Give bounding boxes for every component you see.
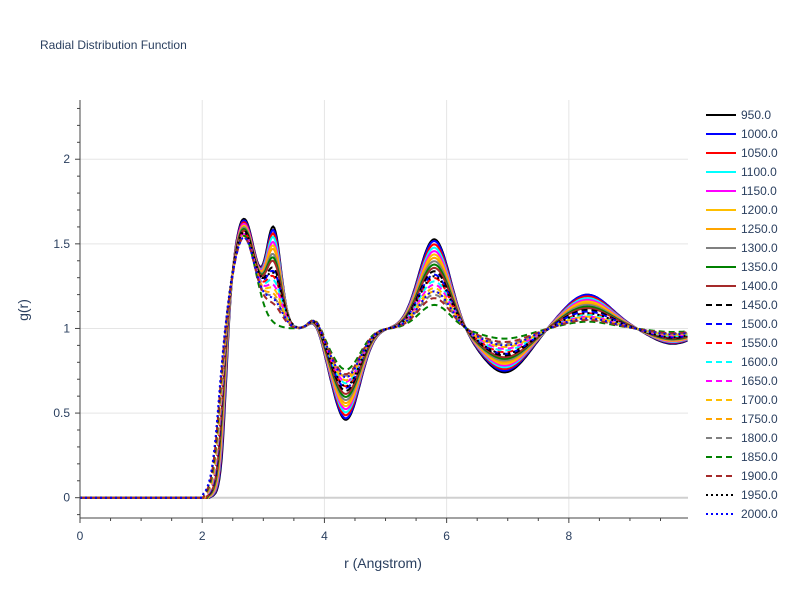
series-line-1900.0 [80,236,688,499]
series-line-1700.0 [80,234,688,499]
legend-label: 1450.0 [741,298,778,312]
series-line-2000.0 [80,236,688,499]
series-line-1100.0 [80,222,688,499]
legend-label: 1750.0 [741,412,778,426]
x-axis-title: r (Angstrom) [344,555,422,571]
chart-title: Radial Distribution Function [40,38,187,52]
legend-label: 1950.0 [741,488,778,502]
series-line-1450.0 [80,229,688,499]
legend-label: 1700.0 [741,393,778,407]
x-tick-label: 2 [199,529,206,543]
legend-label: 1800.0 [741,431,778,445]
legend: 950.0 1000.0 1050.0 1100.0 1150.0 1200.0 1250.… [706,108,778,521]
series-line-1350.0 [80,227,688,499]
legend-label: 1300.0 [741,241,778,255]
y-axis-title: g(r) [15,299,31,321]
y-tick-label: 2 [63,152,70,166]
series-line-1850.0 [80,234,688,499]
x-tick-label: 6 [443,529,450,543]
legend-label: 1000.0 [741,127,778,141]
legend-label: 1650.0 [741,374,778,388]
series-lines [80,217,688,499]
y-tick-label: 1 [63,321,70,335]
series-line-1300.0 [80,226,688,499]
legend-label: 1100.0 [741,165,777,179]
axes: 0 2 4 6 8 0 0.5 1 1.5 2 [53,100,688,543]
y-tick-label: 0 [63,491,70,505]
legend-label: 1200.0 [741,203,778,217]
series-line-1600.0 [80,232,688,499]
series-line-1200.0 [80,224,688,499]
series-line-1800.0 [80,236,688,499]
series-line-950.0 [80,217,688,499]
legend-label: 950.0 [741,108,771,122]
series-line-1950.0 [80,231,688,499]
series-line-1750.0 [80,234,688,499]
legend-label: 1550.0 [741,336,778,350]
legend-label: 1150.0 [741,184,777,198]
legend-label: 1050.0 [741,146,778,160]
series-line-1550.0 [80,231,688,499]
series-line-1400.0 [80,229,688,499]
legend-label: 1350.0 [741,260,778,274]
x-tick-label: 4 [321,529,328,543]
series-line-1050.0 [80,221,688,499]
y-tick-label: 0.5 [53,406,70,420]
series-line-1650.0 [80,232,688,499]
series-line-1500.0 [80,231,688,499]
legend-label: 1250.0 [741,222,778,236]
legend-label: 1850.0 [741,450,778,464]
series-line-1000.0 [80,219,688,499]
legend-label: 2000.0 [741,507,778,521]
x-tick-label: 8 [566,529,573,543]
series-line-1250.0 [80,226,688,499]
y-tick-label: 1.5 [53,237,70,251]
series-line-1150.0 [80,222,688,499]
legend-label: 1600.0 [741,355,778,369]
legend-label: 1900.0 [741,469,778,483]
legend-label: 1400.0 [741,279,778,293]
legend-label: 1500.0 [741,317,778,331]
x-tick-label: 0 [77,529,84,543]
